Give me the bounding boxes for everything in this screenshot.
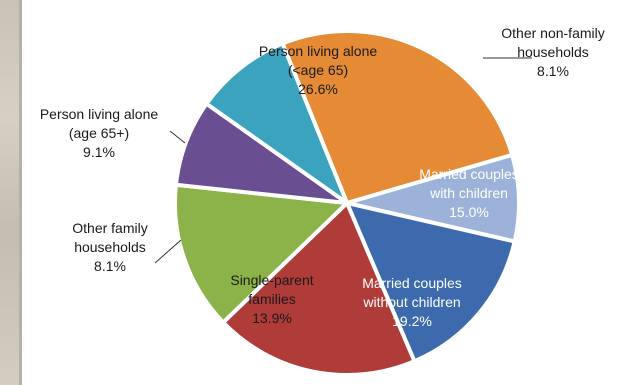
- page-edge-texture: [0, 0, 22, 385]
- labels-layer: Person living alone (<age 65) 26.6% Other n…: [40, 25, 605, 329]
- leader-lines: [154, 57, 532, 264]
- slice-label: Person living alone (<age 65) 26.6%: [259, 43, 378, 97]
- slice-name-label: (<age 65): [288, 62, 348, 78]
- slice-value-label: 8.1%: [94, 258, 126, 274]
- slice-value-label: 13.9%: [252, 310, 292, 326]
- slice-label: Person living alone (age 65+) 9.1%: [40, 106, 159, 160]
- slice-name-label: households: [74, 239, 146, 255]
- slice-name-label: without children: [362, 294, 460, 310]
- slice-name-label: Other family: [72, 220, 147, 236]
- slice-value-label: 9.1%: [83, 144, 115, 160]
- leader-line: [169, 130, 186, 144]
- slice-value-label: 19.2%: [392, 313, 432, 329]
- slice-value-label: 15.0%: [449, 204, 489, 220]
- pie-slice: [280, 29, 515, 205]
- slice-name-label: Other non-family: [501, 25, 604, 41]
- slice-name-label: Person living alone: [259, 43, 378, 59]
- pie-slice: [204, 41, 349, 205]
- slice-label: Other non-family households 8.1%: [501, 25, 604, 79]
- pie-slice: [345, 201, 517, 364]
- slices-layer: [173, 29, 522, 377]
- slice-value-label: 26.6%: [298, 81, 338, 97]
- slice-name-label: (age 65+): [69, 125, 129, 141]
- slice-name-label: with children: [429, 185, 508, 201]
- slice-name-label: Person living alone: [40, 106, 159, 122]
- slice-name-label: households: [517, 44, 589, 60]
- slice-label: Married couples with children 15.0%: [419, 166, 519, 220]
- pie-slice: [221, 201, 417, 377]
- slice-label: Single-parent families 13.9%: [230, 272, 313, 326]
- slice-name-label: families: [248, 291, 295, 307]
- slice-label: Other family households 8.1%: [72, 220, 147, 274]
- slice-name-label: Married couples: [419, 166, 519, 182]
- slice-name-label: Single-parent: [230, 272, 313, 288]
- leader-line: [154, 239, 182, 264]
- slice-value-label: 8.1%: [537, 63, 569, 79]
- slice-name-label: Married couples: [362, 275, 462, 291]
- slice-label: Married couples without children 19.2%: [362, 275, 462, 329]
- pie-slice: [173, 182, 349, 325]
